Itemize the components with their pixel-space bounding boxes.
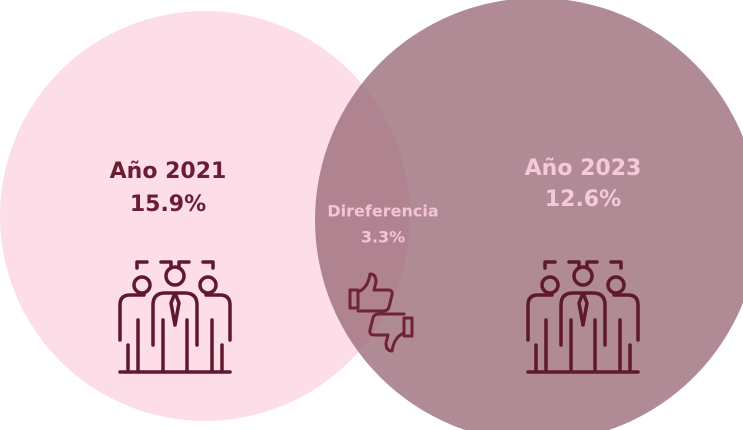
left-value: 15.9%: [130, 192, 206, 217]
right-label: Año 2023: [525, 156, 642, 181]
middle-label: Direferencia: [327, 202, 438, 221]
right-circle: [315, 0, 743, 430]
left-circle: [0, 11, 410, 421]
right-value: 12.6%: [545, 187, 621, 212]
people-icon: [526, 260, 640, 374]
left-label: Año 2021: [110, 159, 227, 184]
middle-value: 3.3%: [361, 228, 405, 247]
people-icon: [118, 260, 232, 374]
thumbs-icon: [348, 272, 414, 353]
